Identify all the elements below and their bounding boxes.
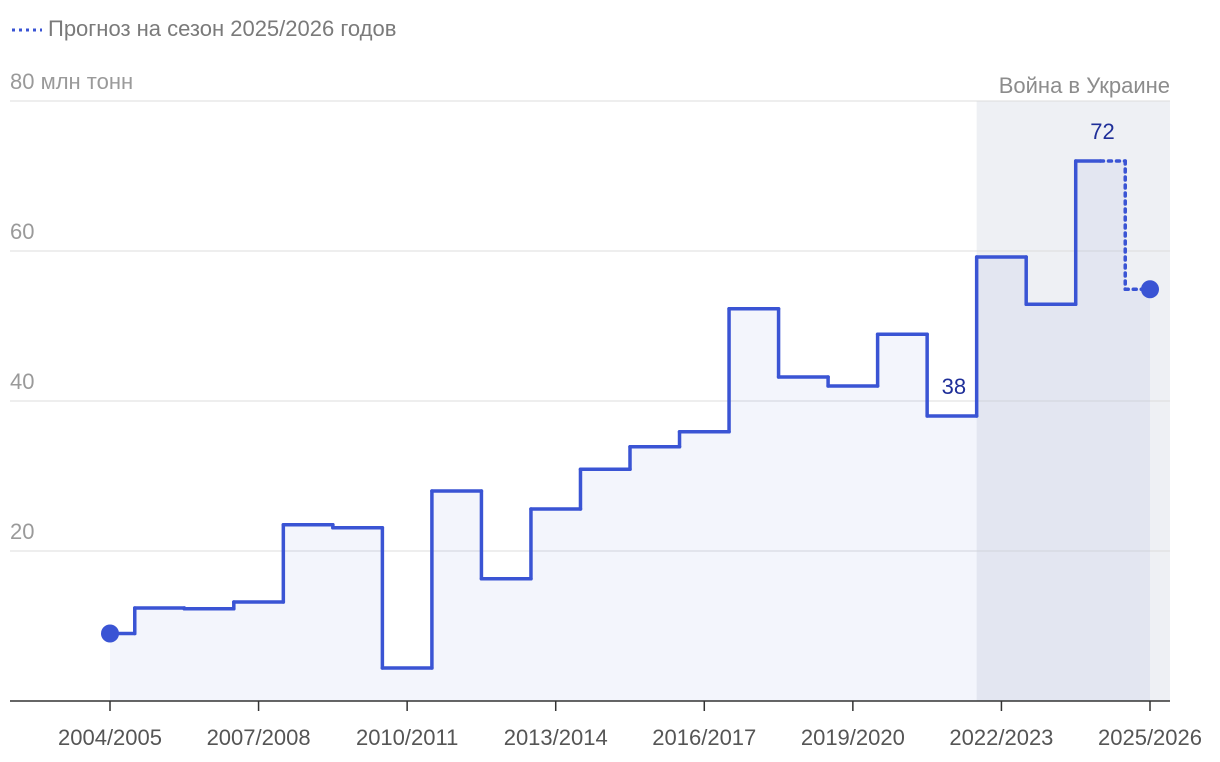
shade-label: Война в Украине [999, 73, 1170, 98]
data-label: 72 [1090, 119, 1114, 144]
x-tick-label: 2013/2014 [504, 725, 608, 750]
x-tick-label: 2016/2017 [652, 725, 756, 750]
x-tick-label: 2004/2005 [58, 725, 162, 750]
y-tick-label: 60 [10, 219, 34, 244]
start-dot [101, 624, 119, 643]
x-tick-label: 2025/2026 [1098, 725, 1202, 750]
x-tick-label: 2010/2011 [356, 725, 458, 750]
x-tick-label: 2007/2008 [207, 725, 311, 750]
x-tick-label: 2019/2020 [801, 725, 905, 750]
y-tick-label: 40 [10, 369, 34, 394]
y-tick-label: 80 млн тонн [10, 69, 133, 94]
area-fill [110, 161, 1150, 701]
legend-label: Прогноз на сезон 2025/2026 годов [48, 16, 396, 41]
x-tick-label: 2022/2023 [949, 725, 1053, 750]
data-label: 38 [942, 374, 966, 399]
end-dot [1141, 280, 1159, 299]
y-tick-label: 20 [10, 519, 34, 544]
